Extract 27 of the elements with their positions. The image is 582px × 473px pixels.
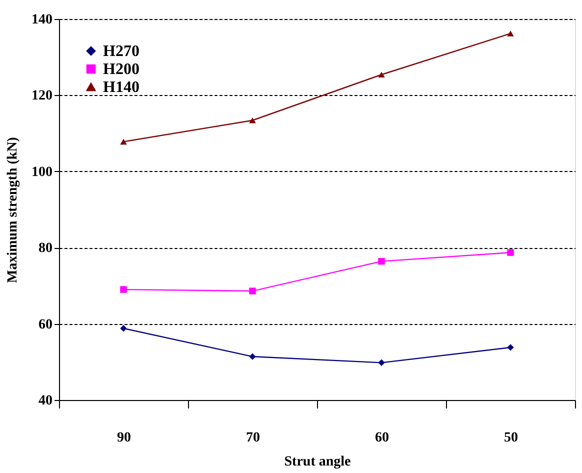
- point: [507, 30, 514, 36]
- y-tick-label: 140: [32, 12, 52, 28]
- legend-label: H200: [103, 61, 140, 78]
- point: [249, 353, 256, 360]
- point: [507, 249, 514, 256]
- y-tick-label: 120: [32, 88, 52, 104]
- legend-label: H270: [103, 43, 140, 60]
- y-tick-label: 80: [38, 241, 52, 256]
- x-tick-label: 60: [375, 430, 389, 446]
- point: [378, 258, 385, 265]
- point: [120, 325, 127, 332]
- point: [249, 117, 256, 124]
- legend-label: H140: [103, 79, 140, 96]
- y-tick-label: 100: [32, 164, 52, 180]
- y-axis-title: Maximum strength (kN): [6, 136, 20, 283]
- point: [120, 138, 127, 145]
- y-tick-label: 60: [38, 317, 52, 332]
- y-tick-label: 40: [38, 394, 52, 408]
- point: [378, 359, 385, 366]
- x-tick-label: 70: [246, 430, 260, 446]
- point: [249, 288, 256, 294]
- point: [507, 344, 514, 351]
- point: [378, 72, 385, 78]
- point: [120, 286, 127, 293]
- x-tick-label: 90: [117, 430, 131, 446]
- x-axis-title: Strut angle: [284, 454, 351, 470]
- x-tick-label: 50: [504, 430, 518, 446]
